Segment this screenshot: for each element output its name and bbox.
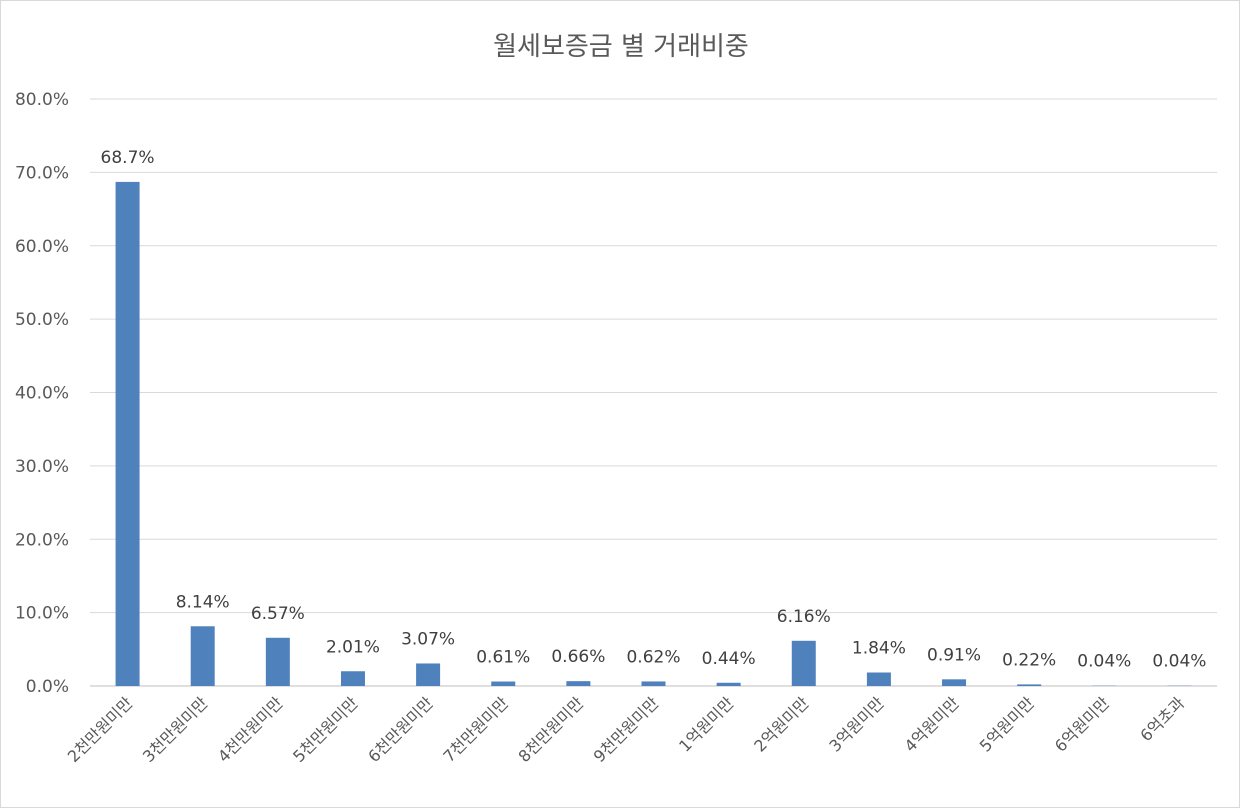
- gridlines: [90, 99, 1217, 613]
- x-tick-label: 2억원미만: [750, 693, 812, 755]
- bar: [341, 671, 365, 686]
- x-tick-label: 2천만원미만: [64, 693, 137, 766]
- bar: [942, 679, 966, 686]
- x-tick-label: 7천만원미만: [439, 693, 512, 766]
- x-tick-label: 6억초과: [1136, 693, 1188, 745]
- data-label: 68.7%: [101, 148, 155, 168]
- data-label: 0.66%: [551, 647, 605, 667]
- bar: [1017, 684, 1041, 686]
- x-tick-label: 3억원미만: [825, 693, 887, 755]
- bar: [416, 663, 440, 686]
- bar: [792, 641, 816, 686]
- x-tick-label: 6억원미만: [1051, 693, 1113, 755]
- data-label: 0.04%: [1152, 652, 1206, 672]
- y-tick-label: 60.0%: [15, 237, 69, 257]
- data-labels: 68.7% 8.14% 6.57% 2.01% 3.07% 0.61% 0.66% 0.62%…: [101, 148, 1207, 672]
- bar: [191, 626, 215, 686]
- data-label: 0.61%: [476, 648, 530, 668]
- x-tick-label: 6천만원미만: [364, 693, 437, 766]
- y-axis-ticks: 0.0% 10.0% 20.0% 30.0% 40.0% 50.0% 60.0% 70.0% 8…: [15, 90, 69, 697]
- data-label: 0.22%: [1002, 650, 1056, 670]
- y-tick-label: 70.0%: [15, 163, 69, 183]
- y-tick-label: 10.0%: [15, 604, 69, 624]
- x-tick-label: 1억원미만: [675, 693, 737, 755]
- data-label: 2.01%: [326, 637, 380, 657]
- bar: [491, 682, 515, 686]
- data-label: 0.62%: [626, 647, 680, 667]
- x-tick-label: 9천만원미만: [590, 693, 663, 766]
- data-label: 6.16%: [777, 607, 831, 627]
- data-label: 0.91%: [927, 645, 981, 665]
- chart-title: 월세보증금 별 거래비중: [493, 32, 749, 62]
- x-tick-label: 5억원미만: [976, 693, 1038, 755]
- y-tick-label: 20.0%: [15, 530, 69, 550]
- data-label: 0.44%: [702, 649, 756, 669]
- x-tick-label: 3천만원미만: [139, 693, 212, 766]
- bar: [867, 672, 891, 686]
- bar: [642, 681, 666, 686]
- data-label: 8.14%: [176, 592, 230, 612]
- x-tick-label: 4천만원미만: [214, 693, 287, 766]
- bar: [566, 681, 590, 686]
- data-label: 0.04%: [1077, 652, 1131, 672]
- y-tick-label: 80.0%: [15, 90, 69, 110]
- y-tick-label: 0.0%: [26, 677, 69, 697]
- y-tick-label: 40.0%: [15, 384, 69, 404]
- bar: [266, 638, 290, 686]
- y-tick-label: 50.0%: [15, 310, 69, 330]
- bar: [116, 182, 140, 686]
- data-label: 3.07%: [401, 629, 455, 649]
- bar: [717, 683, 741, 686]
- x-tick-label: 4억원미만: [901, 693, 963, 755]
- data-label: 1.84%: [852, 638, 906, 658]
- data-label: 6.57%: [251, 604, 305, 624]
- x-tick-label: 8천만원미만: [515, 693, 588, 766]
- x-tick-label: 5천만원미만: [289, 693, 362, 766]
- y-tick-label: 30.0%: [15, 457, 69, 477]
